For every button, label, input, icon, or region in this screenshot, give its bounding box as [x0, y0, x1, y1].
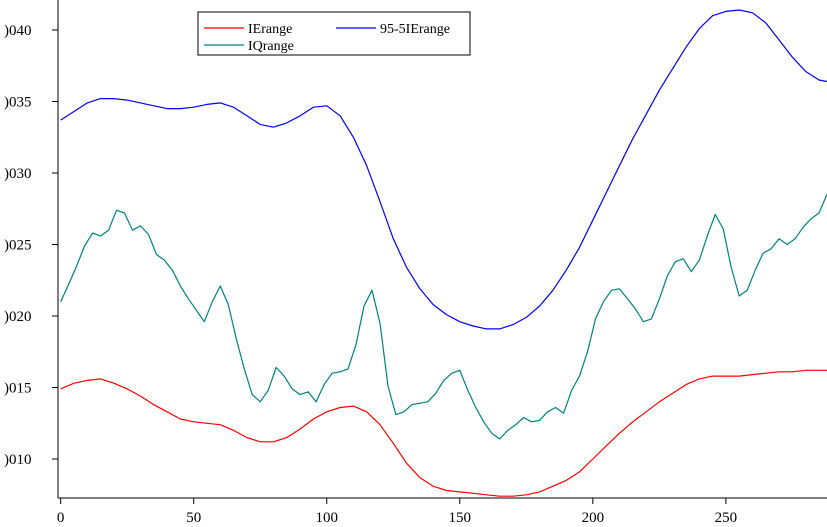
y-tick-label: )010 — [4, 452, 32, 468]
y-ticks: )010 )015 )020 )025 )030 )035 )040 — [4, 23, 58, 468]
legend-box — [197, 11, 471, 56]
series-line-ierange — [60, 369, 827, 497]
legend-label: IQrange — [248, 39, 294, 54]
legend-label: 95-5IErange — [380, 22, 450, 37]
series-layer — [60, 9, 827, 497]
x-ticks: 0 50 100 150 200 250 — [57, 498, 737, 526]
legend-label: IErange — [248, 22, 292, 37]
y-tick-label: )040 — [4, 23, 32, 39]
y-tick-label: )015 — [4, 381, 32, 397]
x-tick-label: 200 — [582, 510, 605, 526]
legend: IErange 95-5IErange IQrange — [197, 11, 471, 56]
series-line-95-5ierange — [60, 9, 827, 330]
x-tick-label: 100 — [316, 510, 339, 526]
x-tick-label: 250 — [715, 510, 738, 526]
x-tick-label: 50 — [186, 510, 201, 526]
y-tick-label: )035 — [4, 95, 32, 111]
y-tick-label: )020 — [4, 309, 32, 325]
y-tick-label: )030 — [4, 166, 32, 182]
axes — [57, 0, 827, 499]
x-tick-label: 0 — [57, 510, 65, 526]
y-tick-label: )025 — [4, 238, 32, 254]
x-tick-label: 150 — [449, 510, 472, 526]
series-line-iqrange — [60, 194, 827, 440]
